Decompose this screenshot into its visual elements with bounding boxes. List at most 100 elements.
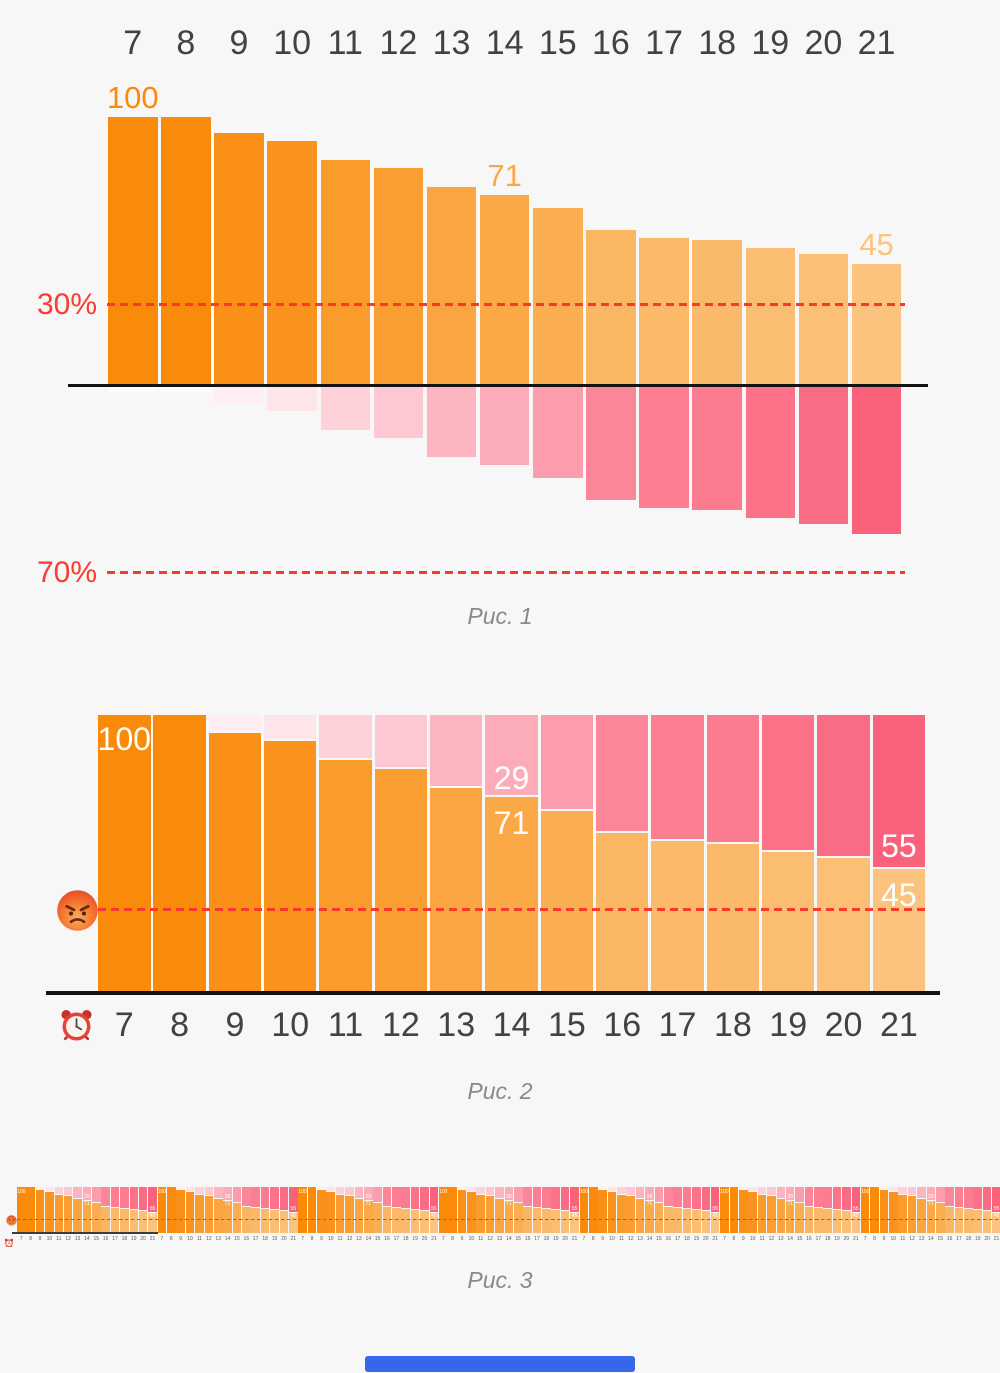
fig2-bar-18 [706,843,760,993]
fig3-t3-x-label-13: 13 [496,1235,503,1242]
fig3-t4-lost-9 [598,1187,607,1190]
fig3-t3-lost-10 [467,1187,476,1191]
fig1-bar-17 [639,237,689,385]
fig3-t2-value-label-14-attention-lost: 29 [365,1193,372,1200]
fig3-t5-x-label-13: 13 [778,1235,784,1242]
fig3-t6-bar-8 [870,1187,879,1233]
fig2-bar-17 [651,841,704,993]
fig3-t2-lost-16 [382,1187,392,1206]
fig3-t5-x-label-9: 9 [741,1235,745,1242]
fig2-x-label-13: 13 [437,1006,476,1044]
fig3-t2-bar-18 [401,1208,411,1233]
fig3-t1-x-label-17: 17 [252,1235,259,1242]
fig3-t6-lost-9 [879,1187,889,1190]
fig2-bar-15 [540,810,594,993]
fig3-t6-x-label-16: 16 [946,1235,953,1242]
fig3-t1-value-label-21-attention-lost: 55 [290,1205,296,1212]
fig3-t4-bar-21 [710,1212,720,1233]
fig3-t0-x-label-15: 15 [93,1235,100,1242]
fig3-t6-bar-12 [907,1196,917,1233]
fig3-t0-lost-21 [148,1187,157,1212]
fig2-lost-segment-12 [374,715,428,767]
fig3-t4-value-label-7-attention-remaining: 100 [579,1188,589,1195]
fig3-t6-value-label-21-attention-remaining: 45 [993,1213,1000,1220]
fig1-ref-line-70% [107,571,905,575]
fig3-t1-x-label-11: 11 [196,1235,203,1242]
fig3-t2-lost-19 [410,1187,420,1210]
fig3-t0-value-label-21-attention-lost: 55 [149,1205,156,1212]
fig3-t0-x-label-11: 11 [56,1235,62,1242]
fig3-t0-bar-17 [110,1208,120,1233]
fig3-t1-lost-9 [176,1187,185,1190]
fig2-x-label-8: 8 [170,1006,190,1044]
fig3-t5-lost-15 [795,1187,804,1203]
fig3-t3-bar-10 [467,1191,476,1233]
fig2-value-label-14-attention-remaining: 71 [493,804,530,841]
fig3-t6-lost-15 [935,1187,945,1203]
fig3-t1-x-label-10: 10 [187,1235,193,1242]
fig3-t6-x-label-19: 19 [974,1235,981,1242]
angry-face-icon [56,889,99,932]
fig3-t2-bar-17 [392,1208,401,1233]
fig3-t2-bar-11 [335,1194,345,1233]
fig1-lost-bar-10 [267,387,317,412]
fig3-t2-x-label-10: 10 [327,1235,334,1242]
fig3-t3-value-label-14-attention-remaining: 71 [506,1201,512,1208]
fig3-t5-x-label-16: 16 [806,1235,812,1242]
fig3-t6-x-label-9: 9 [882,1235,886,1242]
fig3-t5-bar-16 [804,1206,814,1233]
fig3-t3-lost-20 [560,1187,570,1210]
fig3-t5-lost-13 [776,1187,786,1199]
fig3-t4-x-label-20: 20 [703,1235,709,1242]
fig1-ref-label-70%: 70% [36,555,97,589]
fig3-t2-x-label-14: 14 [365,1235,372,1242]
fig3-t5-value-label-14-attention-remaining: 71 [787,1201,793,1208]
fig3-t5-bar-9 [739,1190,748,1233]
fig3-t4-x-label-17: 17 [674,1235,681,1242]
fig1-lost-bar-16 [586,387,636,500]
fig3-t4-lost-13 [635,1187,645,1199]
fig3-t0-bar-18 [120,1208,129,1233]
fig1-x-label-14: 14 [485,24,524,62]
fig3-t5-value-label-21-attention-lost: 55 [853,1205,859,1212]
fig3-t5-bar-18 [823,1208,832,1233]
fig3-t1-bar-9 [176,1190,185,1233]
fig3-t6-bar-16 [945,1206,954,1233]
fig3-t6-lost-13 [917,1187,926,1199]
fig1-value-label-14: 71 [487,157,522,193]
fig3-t4-bar-16 [663,1206,673,1233]
fig3-t1-x-label-15: 15 [234,1235,240,1242]
fig3-t3-lost-21 [570,1187,579,1212]
fig3-t1-lost-20 [279,1187,289,1210]
fig3-t5-bar-15 [795,1203,804,1233]
fig3-t3-bar-8 [448,1187,457,1233]
fig3-t4-x-label-8: 8 [591,1235,595,1242]
fig3-t1-value-label-14-attention-remaining: 71 [224,1201,231,1208]
fig3-t5-lost-12 [767,1187,776,1196]
fig3-t1-bar-11 [195,1194,204,1233]
fig3-t6-bar-17 [954,1208,964,1233]
fig3-t2-lost-11 [335,1187,345,1194]
fig3-t4-value-label-14-attention-lost: 29 [646,1193,653,1200]
fig3-t3-lost-18 [542,1187,551,1208]
fig3-t4-lost-15 [654,1187,664,1203]
fig3-t1-value-label-14-attention-lost: 29 [224,1193,231,1200]
fig2-plot: 7 8 9 10 11 12 13 14 15 16 17 18 19 20 21 100 29 71 55 45 [0,650,1000,1080]
fig3-t5-x-label-21: 21 [853,1235,859,1242]
fig3-t5-x-label-7: 7 [723,1235,726,1242]
fig3-t4-lost-12 [626,1187,636,1196]
fig1-bar-19 [745,248,796,385]
fig3-t6-bar-15 [935,1203,945,1233]
fig3-t2-bar-8 [307,1187,317,1233]
fig3-t5-lost-10 [748,1187,757,1191]
fig3-t4-bar-17 [673,1208,682,1233]
fig3-t1-x-label-18: 18 [262,1235,268,1242]
fig3-t0-value-label-21-attention-remaining: 45 [149,1213,156,1220]
fig3-t0-bar-19 [129,1210,139,1233]
fig3-t0-lost-12 [63,1187,73,1196]
fig3-t1-bar-7 [157,1187,167,1233]
fig3-t6-x-label-7: 7 [863,1235,867,1242]
fig3-t3-bar-21 [570,1212,579,1233]
fig3-t5-bar-21 [851,1212,861,1233]
fig1-lost-bar-9 [214,387,264,404]
